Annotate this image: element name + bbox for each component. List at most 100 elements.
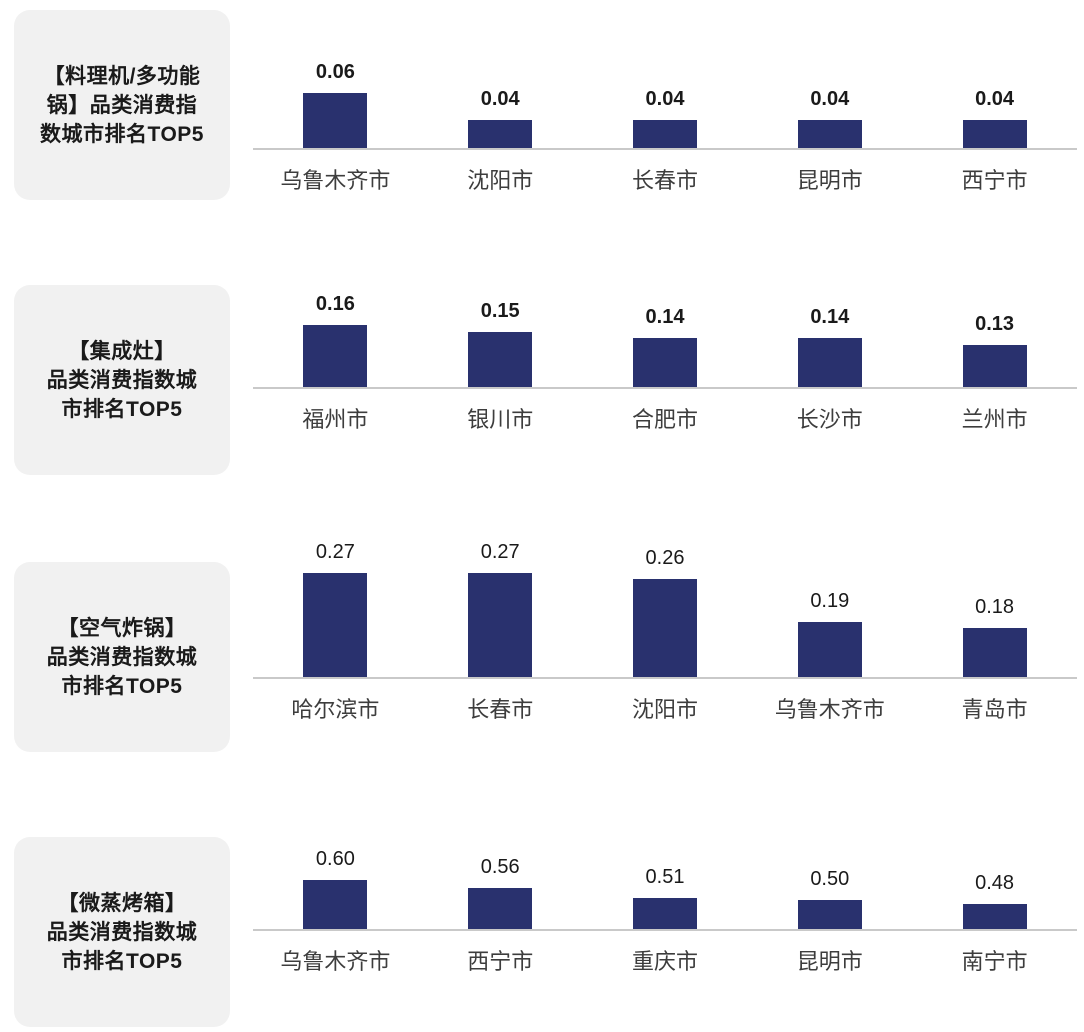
- bar: [468, 888, 533, 929]
- bar-column: 0.04: [583, 88, 748, 148]
- bar-column: 0.04: [747, 88, 912, 148]
- city-label: 昆明市: [796, 168, 863, 193]
- bar-value-label: 0.27: [315, 541, 355, 563]
- chart-title-line: 品类消费指数城: [46, 645, 198, 669]
- city-label: 福州市: [302, 407, 369, 432]
- bar-value-label: 0.19: [810, 590, 850, 612]
- bar: [797, 338, 862, 387]
- bar-value-label: 0.60: [315, 848, 355, 870]
- city-label: 青岛市: [961, 697, 1028, 722]
- bar-column: 0.15: [418, 300, 583, 387]
- bar: [632, 120, 697, 148]
- bar-column: 0.14: [747, 306, 912, 387]
- city-label: 昆明市: [796, 949, 863, 974]
- chart-section-3: 【空气炸锅】 品类消费指数城 市排名TOP5 0.27 0.27 0.26 0.19 0…: [0, 516, 1084, 774]
- bar: [468, 120, 533, 148]
- bar-column: 0.14: [583, 306, 748, 387]
- bar: [303, 93, 368, 148]
- bar-chart: 0.60 0.56 0.51 0.50 0.48 乌鲁木齐市 西宁市 重庆市 昆明市 南宁市: [253, 843, 1077, 976]
- chart-title-line: 【集成灶】: [68, 339, 176, 363]
- bar-value-label: 0.15: [480, 300, 520, 322]
- bar-column: 0.48: [912, 872, 1077, 929]
- chart-title-line: 品类消费指数城: [46, 920, 198, 944]
- bar: [468, 332, 533, 387]
- bar: [797, 622, 862, 677]
- city-label: 乌鲁木齐市: [280, 168, 391, 193]
- bar-value-label: 0.13: [975, 313, 1015, 335]
- plot-area: 0.60 0.56 0.51 0.50 0.48: [253, 843, 1077, 931]
- chart-title-line: 【微蒸烤箱】: [57, 891, 187, 915]
- bar-value-label: 0.50: [810, 868, 850, 890]
- city-label: 沈阳市: [631, 697, 698, 722]
- bar-column: 0.04: [912, 88, 1077, 148]
- bar-column: 0.13: [912, 313, 1077, 387]
- chart-title-line: 市排名TOP5: [61, 397, 183, 421]
- city-label: 南宁市: [961, 949, 1028, 974]
- bar: [303, 573, 368, 677]
- bar-column: 0.60: [253, 848, 418, 929]
- bar: [962, 904, 1027, 929]
- bar: [962, 345, 1027, 387]
- chart-title-box: 【集成灶】 品类消费指数城 市排名TOP5: [14, 285, 230, 475]
- city-label: 长沙市: [796, 407, 863, 432]
- bar: [962, 628, 1027, 677]
- city-label: 重庆市: [631, 949, 698, 974]
- category-labels: 乌鲁木齐市 沈阳市 长春市 昆明市 西宁市: [253, 150, 1077, 195]
- city-label: 西宁市: [961, 168, 1028, 193]
- city-label: 沈阳市: [467, 168, 534, 193]
- plot-area: 0.16 0.15 0.14 0.14 0.13: [253, 290, 1077, 389]
- bar: [303, 880, 368, 929]
- chart-section-4: 【微蒸烤箱】 品类消费指数城 市排名TOP5 0.60 0.56 0.51 0.50 0…: [0, 774, 1084, 1032]
- chart-title-line: 【空气炸锅】: [57, 616, 187, 640]
- chart-title-box: 【微蒸烤箱】 品类消费指数城 市排名TOP5: [14, 837, 230, 1027]
- bar-column: 0.50: [747, 868, 912, 929]
- bar-column: 0.19: [747, 590, 912, 677]
- bar-value-label: 0.06: [315, 61, 355, 83]
- bar-column: 0.18: [912, 596, 1077, 677]
- city-label: 兰州市: [961, 407, 1028, 432]
- chart-title-box: 【料理机/多功能 锅】品类消费指 数城市排名TOP5: [14, 10, 230, 200]
- bar-chart: 0.06 0.04 0.04 0.04 0.04 乌鲁木齐市 沈阳市 长春市 昆明市 西宁市: [253, 58, 1077, 195]
- bar: [632, 579, 697, 677]
- bar-value-label: 0.14: [810, 306, 850, 328]
- bar: [303, 325, 368, 387]
- plot-area: 0.06 0.04 0.04 0.04 0.04: [253, 58, 1077, 150]
- bar: [797, 120, 862, 148]
- city-label: 哈尔滨市: [291, 697, 380, 722]
- bar-value-label: 0.18: [975, 596, 1015, 618]
- bar: [962, 120, 1027, 148]
- chart-section-1: 【料理机/多功能 锅】品类消费指 数城市排名TOP5 0.06 0.04 0.04 0…: [0, 0, 1084, 258]
- bar-value-label: 0.27: [480, 541, 520, 563]
- chart-title-line: 锅】品类消费指: [46, 93, 198, 117]
- plot-area: 0.27 0.27 0.26 0.19 0.18: [253, 541, 1077, 679]
- bar-value-label: 0.48: [975, 872, 1015, 894]
- chart-section-2: 【集成灶】 品类消费指数城 市排名TOP5 0.16 0.15 0.14 0.14 0.…: [0, 258, 1084, 516]
- chart-title-line: 品类消费指数城: [46, 368, 198, 392]
- city-label: 长春市: [631, 168, 698, 193]
- category-labels: 乌鲁木齐市 西宁市 重庆市 昆明市 南宁市: [253, 931, 1077, 976]
- bar-column: 0.56: [418, 856, 583, 929]
- bar-value-label: 0.04: [480, 88, 520, 110]
- bar-column: 0.27: [418, 541, 583, 677]
- bar-column: 0.04: [418, 88, 583, 148]
- bar-value-label: 0.04: [645, 88, 685, 110]
- bar: [468, 573, 533, 677]
- bar-value-label: 0.14: [645, 306, 685, 328]
- city-label: 合肥市: [631, 407, 698, 432]
- bar-value-label: 0.04: [810, 88, 850, 110]
- bar-column: 0.51: [583, 866, 748, 929]
- city-label: 长春市: [467, 697, 534, 722]
- bar-value-label: 0.16: [315, 293, 355, 315]
- bar-value-label: 0.04: [975, 88, 1015, 110]
- bar-value-label: 0.51: [645, 866, 685, 888]
- bar-column: 0.27: [253, 541, 418, 677]
- bar-value-label: 0.56: [480, 856, 520, 878]
- bar: [797, 900, 862, 929]
- bar: [632, 338, 697, 387]
- chart-title-box: 【空气炸锅】 品类消费指数城 市排名TOP5: [14, 562, 230, 752]
- chart-title-line: 数城市排名TOP5: [40, 122, 204, 146]
- bar-column: 0.26: [583, 547, 748, 677]
- bar-chart: 0.27 0.27 0.26 0.19 0.18 哈尔滨市 长春市 沈阳市 乌鲁木齐市 青岛市: [253, 541, 1077, 724]
- city-label: 银川市: [467, 407, 534, 432]
- city-label: 乌鲁木齐市: [774, 697, 885, 722]
